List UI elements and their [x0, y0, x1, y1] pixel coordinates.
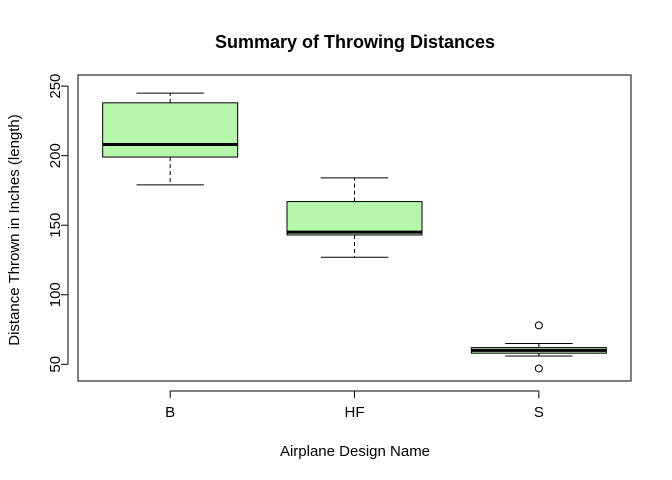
outlier-point: [534, 321, 543, 330]
plot-frame: [77, 74, 632, 382]
y-tick-label: 250: [47, 74, 64, 99]
y-tick-label: 200: [47, 143, 64, 168]
x-axis-label: Airplane Design Name: [280, 443, 430, 460]
box-HF: [286, 201, 423, 236]
x-tick-label: S: [534, 404, 544, 421]
x-tick-label: B: [165, 404, 175, 421]
plot-area: 50 100 150 200 250 B HF S: [47, 74, 632, 421]
outlier-point: [534, 364, 543, 373]
y-axis-label: Distance Thrown in Inches (length): [6, 114, 23, 346]
x-tick-label: HF: [345, 404, 365, 421]
y-tick-label: 150: [47, 213, 64, 238]
box-B: [102, 102, 239, 158]
y-tick-label: 50: [47, 356, 64, 373]
y-tick-label: 100: [47, 282, 64, 307]
chart-title: Summary of Throwing Distances: [215, 32, 495, 52]
